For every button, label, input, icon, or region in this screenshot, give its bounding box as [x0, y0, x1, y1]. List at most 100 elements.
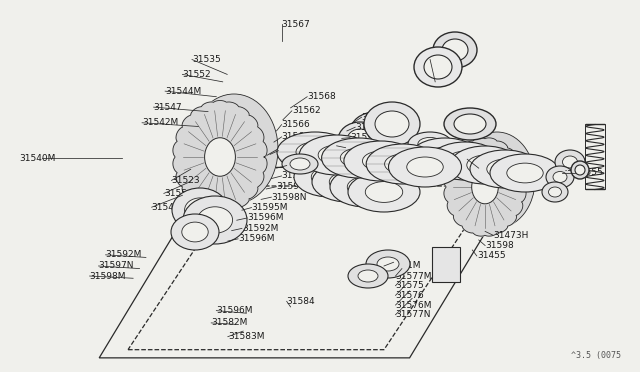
Text: 31592M: 31592M [106, 250, 142, 259]
Ellipse shape [422, 150, 458, 170]
Ellipse shape [447, 151, 483, 171]
Ellipse shape [172, 188, 228, 232]
Text: 31598: 31598 [485, 241, 514, 250]
Ellipse shape [375, 111, 409, 137]
Text: 31544M: 31544M [165, 87, 202, 96]
Text: 31597P: 31597P [276, 182, 310, 191]
Ellipse shape [507, 163, 543, 183]
Text: 31570M: 31570M [430, 55, 467, 64]
Text: 31566: 31566 [282, 132, 310, 141]
Text: 31577M: 31577M [396, 272, 432, 280]
Text: 31595N: 31595N [362, 113, 397, 122]
Ellipse shape [388, 147, 461, 187]
Ellipse shape [414, 47, 462, 87]
Ellipse shape [205, 138, 236, 176]
Ellipse shape [311, 167, 349, 187]
Text: 31554: 31554 [164, 189, 193, 198]
Ellipse shape [490, 154, 560, 192]
Ellipse shape [277, 132, 353, 172]
Ellipse shape [454, 114, 486, 134]
Text: 31592N: 31592N [350, 133, 385, 142]
Text: 31576: 31576 [396, 291, 424, 300]
Ellipse shape [415, 141, 455, 163]
Text: 31473M: 31473M [467, 155, 504, 164]
Ellipse shape [467, 155, 503, 175]
Ellipse shape [348, 177, 385, 198]
Ellipse shape [366, 144, 440, 184]
Ellipse shape [190, 94, 278, 204]
Ellipse shape [571, 161, 589, 179]
Text: 31592M: 31592M [242, 224, 278, 233]
Ellipse shape [300, 135, 374, 175]
Ellipse shape [430, 154, 450, 166]
Text: 31575: 31575 [396, 281, 424, 290]
Ellipse shape [338, 122, 382, 158]
Text: 31597N: 31597N [99, 262, 134, 270]
Text: 31584: 31584 [287, 297, 316, 306]
Ellipse shape [427, 147, 463, 167]
Text: 31576M: 31576M [396, 301, 432, 310]
Polygon shape [444, 138, 526, 236]
Ellipse shape [377, 257, 399, 271]
Ellipse shape [424, 146, 446, 158]
Text: 31577N: 31577N [396, 310, 431, 319]
Text: 31596N: 31596N [287, 161, 322, 170]
Ellipse shape [296, 142, 334, 162]
Ellipse shape [548, 187, 561, 197]
Ellipse shape [362, 151, 399, 171]
Text: 31596M: 31596M [238, 234, 275, 243]
Ellipse shape [459, 132, 535, 228]
Ellipse shape [442, 39, 468, 61]
Ellipse shape [364, 102, 420, 146]
Ellipse shape [444, 108, 496, 140]
Text: 31582M: 31582M [211, 318, 248, 327]
Text: ^3.5 (0075: ^3.5 (0075 [571, 351, 621, 360]
Ellipse shape [418, 137, 442, 151]
Text: 31583M: 31583M [228, 332, 264, 341]
Ellipse shape [344, 141, 418, 181]
Ellipse shape [312, 162, 384, 202]
Text: 31566: 31566 [282, 120, 310, 129]
Bar [585, 124, 605, 189]
Ellipse shape [470, 150, 540, 188]
Ellipse shape [347, 129, 373, 151]
Text: 31562: 31562 [292, 106, 321, 115]
Ellipse shape [184, 198, 216, 222]
Ellipse shape [430, 142, 500, 180]
Text: 31552: 31552 [182, 70, 211, 79]
Text: 31540M: 31540M [19, 154, 56, 163]
Ellipse shape [340, 148, 378, 168]
Ellipse shape [360, 120, 390, 144]
Ellipse shape [553, 171, 567, 183]
Text: 31596M: 31596M [247, 214, 284, 222]
Ellipse shape [330, 167, 402, 207]
Text: 31568: 31568 [307, 92, 336, 101]
Text: 31596N: 31596N [355, 123, 390, 132]
Ellipse shape [183, 196, 247, 244]
Text: 31571M: 31571M [384, 262, 420, 270]
Ellipse shape [350, 112, 400, 152]
Ellipse shape [487, 159, 523, 179]
Text: 31555: 31555 [575, 169, 604, 177]
Ellipse shape [407, 157, 444, 177]
Text: 31473H: 31473H [493, 231, 528, 240]
Text: 31455: 31455 [477, 251, 506, 260]
Ellipse shape [294, 157, 366, 197]
Ellipse shape [182, 222, 208, 242]
Text: 31535: 31535 [192, 55, 221, 64]
Text: 31598M: 31598M [90, 272, 126, 280]
Text: 31547M: 31547M [152, 203, 188, 212]
Text: 31592N: 31592N [282, 171, 317, 180]
Ellipse shape [366, 250, 410, 278]
Ellipse shape [348, 172, 420, 212]
Ellipse shape [321, 138, 396, 178]
Ellipse shape [318, 145, 356, 165]
Text: 31598N: 31598N [271, 193, 307, 202]
Ellipse shape [555, 150, 585, 174]
Ellipse shape [424, 55, 452, 79]
Ellipse shape [542, 182, 568, 202]
Ellipse shape [358, 270, 378, 282]
Ellipse shape [575, 165, 585, 175]
Polygon shape [173, 100, 267, 214]
Text: 31523: 31523 [172, 176, 200, 185]
